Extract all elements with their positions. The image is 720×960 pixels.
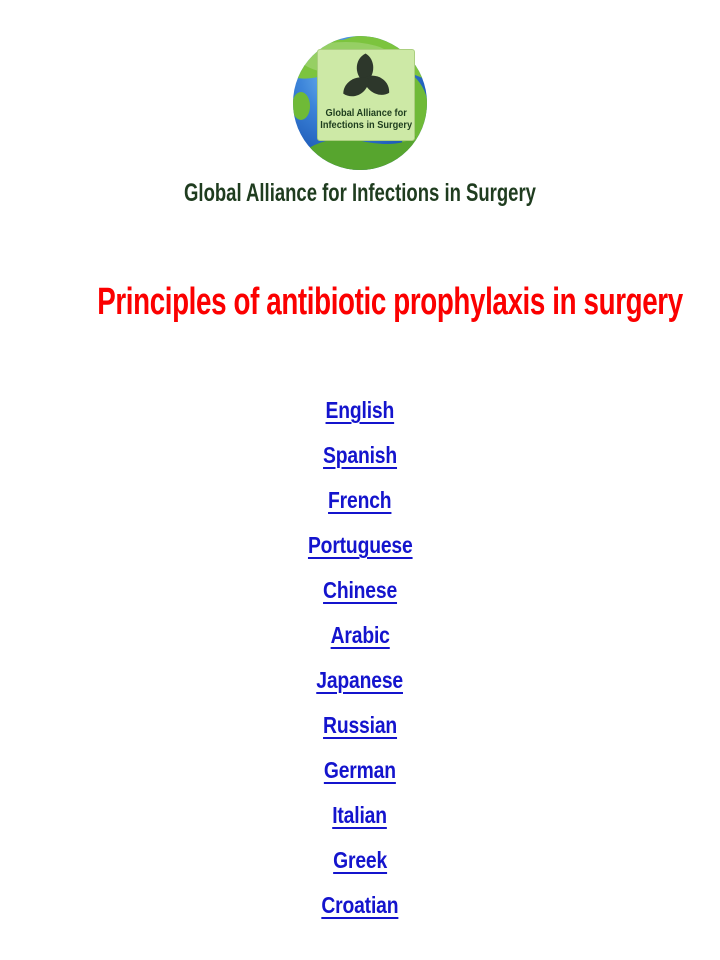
language-link-portuguese[interactable]: Portuguese [307,532,413,558]
language-link-french[interactable]: French [328,487,392,513]
logo-badge-text: Global Alliance for Infections in Surger… [314,107,418,131]
language-link-spanish[interactable]: Spanish [323,442,397,468]
language-link-russian[interactable]: Russian [322,712,397,738]
language-row: Croatian [0,883,720,928]
language-row: Japanese [0,658,720,703]
language-row: Greek [0,838,720,883]
org-logo: Global Alliance for Infections in Surger… [288,34,432,174]
logo-badge-line1: Global Alliance for [325,107,407,119]
language-row: English [0,388,720,433]
org-name-heading: Global Alliance for Infections in Surger… [184,179,536,207]
language-link-greek[interactable]: Greek [333,847,387,873]
logo-badge: Global Alliance for Infections in Surger… [317,49,415,141]
language-row: Chinese [0,568,720,613]
language-row: Russian [0,703,720,748]
language-link-italian[interactable]: Italian [332,802,388,828]
language-row: Portuguese [0,523,720,568]
language-row: Spanish [0,433,720,478]
language-link-english[interactable]: English [325,397,395,423]
language-row: French [0,478,720,523]
language-link-chinese[interactable]: Chinese [322,577,397,603]
language-link-german[interactable]: German [323,757,397,783]
language-link-japanese[interactable]: Japanese [316,667,404,693]
trefoil-knot-icon [343,53,390,97]
language-row: Arabic [0,613,720,658]
logo-badge-line2: Infections in Surgery [320,118,412,131]
language-row: German [0,748,720,793]
page-title: Principles of antibiotic prophylaxis in … [97,281,683,323]
language-link-croatian[interactable]: Croatian [321,892,399,918]
language-row: Italian [0,793,720,838]
language-list: English Spanish French Portuguese Chines… [0,388,720,928]
language-link-arabic[interactable]: Arabic [330,622,390,648]
